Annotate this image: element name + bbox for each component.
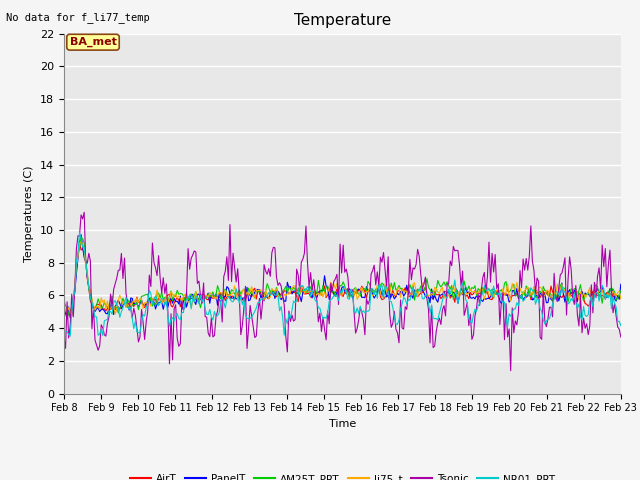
NR01_PRT xyxy=(305,287,313,293)
Tsonic xyxy=(305,284,313,289)
PanelT xyxy=(60,311,68,316)
NR01_PRT xyxy=(617,323,625,328)
NR01_PRT xyxy=(228,299,236,304)
AM25T_PRT xyxy=(257,288,265,294)
Title: Temperature: Temperature xyxy=(294,13,391,28)
AirT xyxy=(76,240,83,245)
AM25T_PRT xyxy=(60,298,68,303)
PanelT xyxy=(77,232,85,238)
Tsonic xyxy=(81,209,88,215)
li75_t xyxy=(589,292,596,298)
AM25T_PRT xyxy=(131,302,139,308)
Tsonic xyxy=(60,335,68,340)
AirT xyxy=(617,295,625,301)
PanelT xyxy=(63,316,71,322)
PanelT xyxy=(617,281,625,287)
NR01_PRT xyxy=(588,294,595,300)
PanelT xyxy=(257,295,265,301)
PanelT xyxy=(248,291,255,297)
Text: BA_met: BA_met xyxy=(70,37,116,48)
li75_t xyxy=(68,312,76,318)
Tsonic xyxy=(589,310,596,316)
AirT xyxy=(60,303,68,309)
AM25T_PRT xyxy=(307,284,314,289)
Legend: AirT, PanelT, AM25T_PRT, li75_t, Tsonic, NR01_PRT: AirT, PanelT, AM25T_PRT, li75_t, Tsonic,… xyxy=(125,470,559,480)
Tsonic xyxy=(255,296,263,301)
Y-axis label: Temperatures (C): Temperatures (C) xyxy=(24,165,35,262)
Line: Tsonic: Tsonic xyxy=(64,212,621,371)
Tsonic xyxy=(228,279,236,285)
li75_t xyxy=(257,287,265,292)
Line: AM25T_PRT: AM25T_PRT xyxy=(64,238,621,315)
X-axis label: Time: Time xyxy=(329,419,356,429)
Line: li75_t: li75_t xyxy=(64,242,621,315)
AM25T_PRT xyxy=(77,235,85,240)
AirT xyxy=(307,294,314,300)
Text: No data for f_li77_temp: No data for f_li77_temp xyxy=(6,12,150,23)
Line: PanelT: PanelT xyxy=(64,235,621,319)
li75_t xyxy=(229,290,237,296)
Line: NR01_PRT: NR01_PRT xyxy=(64,233,621,337)
PanelT xyxy=(131,299,139,305)
li75_t xyxy=(77,239,85,245)
AirT xyxy=(131,300,139,306)
li75_t xyxy=(617,296,625,302)
li75_t xyxy=(307,288,314,294)
AirT xyxy=(589,288,596,294)
Tsonic xyxy=(130,305,138,311)
NR01_PRT xyxy=(76,230,83,236)
AirT xyxy=(248,294,255,300)
NR01_PRT xyxy=(246,315,254,321)
AM25T_PRT xyxy=(248,288,255,294)
li75_t xyxy=(60,307,68,312)
AirT xyxy=(68,313,76,319)
AM25T_PRT xyxy=(229,288,237,294)
NR01_PRT xyxy=(255,300,263,305)
PanelT xyxy=(229,295,237,301)
NR01_PRT xyxy=(60,335,68,340)
AirT xyxy=(229,293,237,299)
Line: AirT: AirT xyxy=(64,242,621,316)
li75_t xyxy=(131,300,139,306)
NR01_PRT xyxy=(130,326,138,332)
li75_t xyxy=(248,284,255,289)
Tsonic xyxy=(617,334,625,340)
AM25T_PRT xyxy=(65,312,72,318)
AM25T_PRT xyxy=(617,288,625,294)
AirT xyxy=(257,291,265,297)
PanelT xyxy=(589,291,596,297)
Tsonic xyxy=(507,368,515,373)
PanelT xyxy=(307,292,314,298)
AM25T_PRT xyxy=(589,297,596,302)
Tsonic xyxy=(246,302,254,308)
